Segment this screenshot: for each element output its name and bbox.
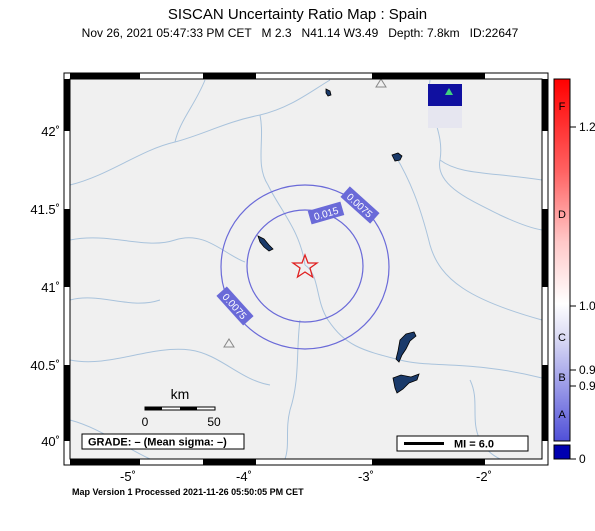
contour-0.0075 (220, 184, 390, 350)
mi-legend-text: MI = 6.0 (454, 439, 494, 451)
lat-tick: 40˚ (41, 434, 60, 449)
colorbar (553, 78, 571, 460)
epicenter-star-icon (290, 253, 320, 279)
grade-box (81, 433, 245, 450)
colorbar-value: 1.2 (579, 120, 595, 134)
reservoirs (257, 88, 420, 394)
map-title: SISCAN Uncertainty Ratio Map : Spain (167, 6, 428, 23)
contour-0.015 (246, 209, 364, 323)
mi-legend-box (396, 435, 529, 452)
lat-ticks: 42˚ 41.5˚ 41˚ 40.5˚ 40˚ (30, 124, 60, 449)
lat-tick: 42˚ (41, 124, 60, 139)
scale-tick-50: 50 (207, 415, 221, 429)
legend-station-triangle-icon (445, 88, 453, 95)
map-land (70, 79, 542, 459)
lat-tick: 40.5˚ (30, 358, 60, 373)
uncertainty-contours (220, 184, 390, 350)
lon-tick: -5˚ (120, 469, 136, 484)
map-footer: Map Version 1 Processed 2021-11-26 05:50… (72, 487, 304, 497)
lon-tick: -4˚ (236, 469, 252, 484)
colorbar-letter: F (559, 101, 566, 113)
grade-text: GRADE: – (Mean sigma: –) (88, 437, 227, 449)
scale-bar (144, 406, 216, 411)
colorbar-value: 0.9 (579, 379, 595, 393)
scale-tick-0: 0 (142, 415, 149, 429)
colorbar-values: 1.2 1.0 0.9 0.9 0 (570, 120, 595, 466)
colorbar-value: 0.9 (579, 363, 595, 377)
lon-ticks: -5˚ -4˚ -3˚ -2˚ (120, 469, 492, 484)
map-frame (63, 72, 549, 466)
colorbar-value: 0 (579, 452, 586, 466)
lat-tick: 41.5˚ (30, 202, 60, 217)
colorbar-letter: B (558, 372, 565, 384)
lat-tick: 41˚ (41, 280, 60, 295)
station-triangle-icon (375, 78, 387, 88)
colorbar-value: 1.0 (579, 299, 595, 313)
legend-color-swatch-light (428, 106, 462, 128)
station-triangle-icon (223, 338, 235, 348)
mi-line (404, 442, 444, 445)
colorbar-letter: C (558, 332, 566, 344)
lon-tick: -2˚ (476, 469, 492, 484)
colorbar-letter: A (558, 409, 566, 421)
colorbar-letter: D (558, 209, 566, 221)
colorbar-letters: F D C B A (558, 101, 566, 421)
scale-unit: km (171, 386, 190, 402)
map-subtitle: Nov 26, 2021 05:47:33 PM CET M 2.3 N41.1… (81, 26, 519, 40)
lon-tick: -3˚ (358, 469, 374, 484)
